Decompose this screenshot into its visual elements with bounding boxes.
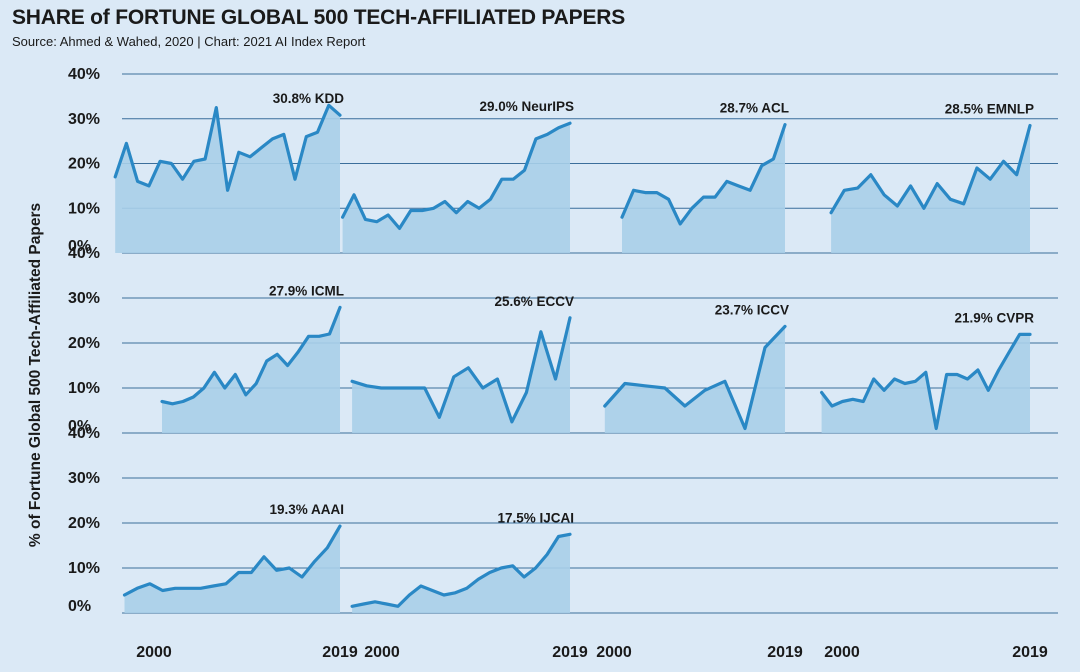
data-label-kdd: 30.8% KDD: [273, 91, 345, 106]
y-tick-label: 10%: [68, 200, 100, 217]
data-label-eccv: 25.6% ECCV: [494, 294, 574, 309]
x-tick-label: 2019: [1012, 644, 1048, 661]
area-ijcai: [352, 534, 570, 613]
series-line-eccv: [350, 316, 572, 424]
y-tick-label: 30%: [68, 470, 100, 487]
area-emnlp: [831, 125, 1030, 253]
series-line-iccv: [603, 324, 787, 431]
y-tick-label: 40%: [68, 245, 100, 262]
data-label-acl: 28.7% ACL: [720, 101, 789, 116]
y-tick-label: 0%: [68, 238, 91, 255]
area-iccv: [604, 326, 785, 433]
y-tick-label: 20%: [68, 515, 100, 532]
chart-subtitle: Source: Ahmed & Wahed, 2020 | Chart: 202…: [12, 34, 366, 49]
series-line-kdd: [113, 103, 342, 192]
series-line-emnlp: [829, 123, 1032, 215]
y-tick-label: 0%: [68, 418, 91, 435]
x-tick-label: 2019: [322, 644, 358, 661]
data-label-icml: 27.9% ICML: [269, 283, 344, 298]
y-tick-label: 40%: [68, 425, 100, 442]
x-tick-label: 2000: [824, 644, 860, 661]
data-label-ijcai: 17.5% IJCAI: [497, 510, 574, 525]
series-line-acl: [620, 122, 787, 226]
y-tick-label: 20%: [68, 335, 100, 352]
y-tick-label: 0%: [68, 598, 91, 615]
chart-title: SHARE of FORTUNE GLOBAL 500 TECH-AFFILIA…: [12, 6, 626, 29]
series-line-aaai: [122, 524, 342, 597]
area-cvpr: [821, 334, 1030, 433]
x-tick-label: 2019: [552, 644, 588, 661]
data-label-emnlp: 28.5% EMNLP: [945, 101, 1034, 116]
series-line-neurips: [341, 121, 572, 230]
area-aaai: [124, 526, 340, 613]
series-line-icml: [160, 305, 342, 406]
data-label-cvpr: 21.9% CVPR: [954, 310, 1034, 325]
y-tick-label: 10%: [68, 380, 100, 397]
y-tick-label: 10%: [68, 560, 100, 577]
x-tick-label: 2019: [767, 644, 803, 661]
area-eccv: [352, 317, 570, 433]
data-label-aaai: 19.3% AAAI: [269, 502, 344, 517]
area-icml: [162, 307, 340, 433]
area-neurips: [342, 123, 570, 253]
x-tick-label: 2000: [136, 644, 172, 661]
area-acl: [622, 124, 785, 253]
y-tick-label: 20%: [68, 156, 100, 173]
area-kdd: [115, 105, 340, 253]
y-tick-label: 30%: [68, 290, 100, 307]
data-label-neurips: 29.0% NeurIPS: [479, 99, 574, 114]
series-line-cvpr: [819, 332, 1032, 431]
y-tick-label: 30%: [68, 111, 100, 128]
x-tick-label: 2000: [596, 644, 632, 661]
series-line-ijcai: [350, 532, 572, 608]
data-label-iccv: 23.7% ICCV: [715, 302, 789, 317]
x-tick-label: 2000: [364, 644, 400, 661]
y-tick-label: 40%: [68, 66, 100, 83]
